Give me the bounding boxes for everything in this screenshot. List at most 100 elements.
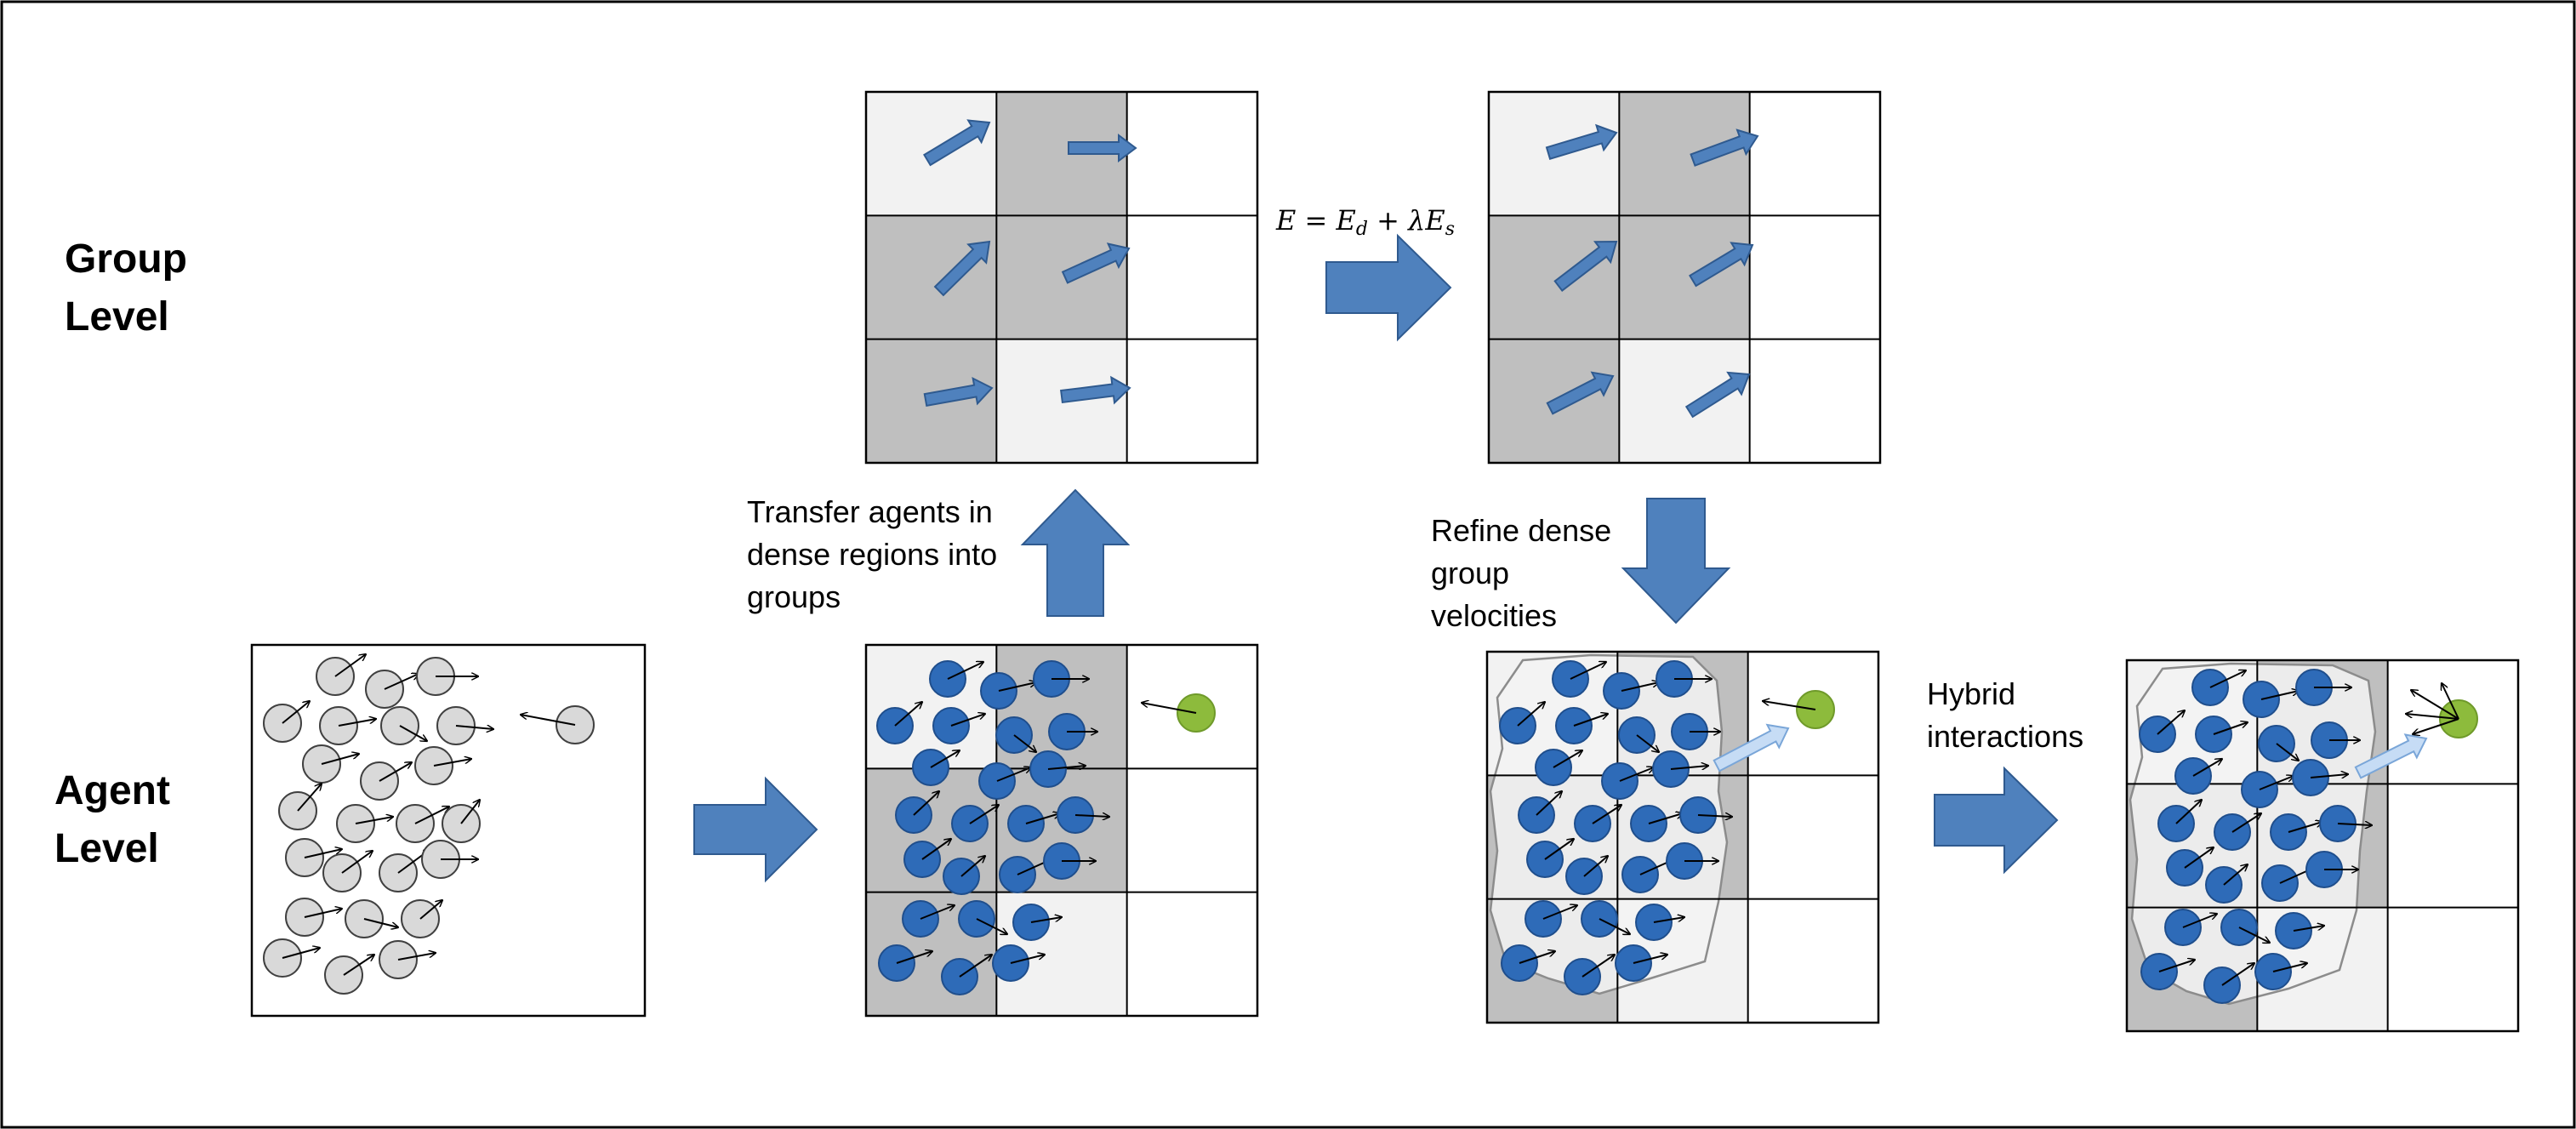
- agent-blue: [978, 762, 1031, 800]
- agent-gray: [365, 670, 419, 709]
- velocity-arrow-icon: [2182, 914, 2217, 928]
- agent-blue: [1535, 749, 1582, 786]
- agent-blue: [2270, 813, 2322, 851]
- velocity-arrow-icon: [1013, 734, 1036, 752]
- agent-blue: [1518, 791, 1562, 834]
- agent-green: [2406, 683, 2478, 738]
- velocity-arrow-icon: [297, 784, 322, 812]
- agent-gray: [401, 900, 442, 938]
- agent-blue: [2295, 669, 2351, 706]
- group-grid-before-cell: [1126, 92, 1257, 216]
- velocity-arrow-icon: [2337, 824, 2372, 825]
- group-grid-after-cell: [1749, 92, 1880, 216]
- velocity-arrow-icon: [1030, 917, 1062, 923]
- velocity-arrow-icon: [1689, 242, 1754, 288]
- group-velocity-arrows-layer: [923, 119, 2428, 779]
- velocity-arrow-icon: [419, 900, 442, 920]
- agent-level-label: Agent Level: [54, 768, 170, 871]
- agent-blue: [2174, 757, 2222, 795]
- agent-grid-assigned-border: [864, 643, 1259, 1018]
- agent-blue: [929, 660, 983, 698]
- velocity-arrow-icon: [1536, 791, 1562, 816]
- velocity-arrow-icon: [399, 725, 427, 741]
- interaction-arrow-icon: [2442, 683, 2459, 720]
- group-grid-after-cell: [1619, 92, 1750, 216]
- hybrid-caption: Hybrid interactions: [1927, 676, 2083, 754]
- velocity-arrow-icon: [1633, 955, 1667, 964]
- agent-grid-refined-border: [1485, 650, 1880, 1024]
- agent-green: [1763, 690, 1835, 729]
- velocity-arrow-icon: [2293, 926, 2324, 932]
- velocity-arrow-icon: [1636, 734, 1659, 752]
- velocity-arrow-icon: [1653, 917, 1684, 923]
- velocity-arrow-icon: [1061, 242, 1131, 284]
- agent-gray: [421, 840, 478, 879]
- velocity-arrow-icon: [334, 654, 366, 677]
- agent-gray: [360, 762, 412, 801]
- down-arrow-icon: [1621, 498, 1731, 624]
- agent-gray: [302, 744, 359, 784]
- right-arrow-icon: [1934, 766, 2059, 875]
- group-grid-before-cell: [866, 215, 997, 339]
- velocity-arrow-icon: [1068, 134, 1137, 163]
- agent-blue: [2292, 759, 2348, 796]
- velocity-arrow-icon: [930, 750, 960, 768]
- group-grid-before-border: [864, 90, 1259, 465]
- agent-gray: [380, 706, 427, 745]
- agent-blue: [1574, 805, 1621, 842]
- velocity-arrow-icon: [414, 807, 449, 824]
- agent-grid-refined-cell: [1747, 775, 1878, 899]
- agent-gray: [278, 784, 322, 830]
- velocity-arrow-icon: [2184, 847, 2214, 869]
- agent-blue: [1635, 904, 1684, 941]
- velocity-arrow-icon: [1621, 682, 1659, 692]
- velocity-arrow-icon: [1545, 123, 1618, 160]
- agent-blue: [2166, 847, 2214, 887]
- agent-gray: [521, 705, 595, 744]
- velocity-arrow-icon: [1582, 955, 1615, 978]
- agent-blue: [1499, 702, 1545, 744]
- agent-gray: [414, 746, 471, 785]
- agent-grid-hybrid-cell: [2387, 784, 2518, 908]
- velocity-arrow-icon: [2192, 759, 2222, 777]
- velocity-arrow-icon: [341, 851, 373, 874]
- velocity-arrow-icon: [1546, 371, 1615, 415]
- velocity-arrow-icon: [1583, 856, 1608, 877]
- agent-blue: [912, 749, 960, 786]
- agent-blue: [2220, 909, 2270, 946]
- velocity-arrow-icon: [894, 702, 922, 727]
- group-grid-after-lines: [1487, 90, 1882, 465]
- eq-equals: =: [1296, 204, 1336, 237]
- velocity-arrow-icon: [969, 805, 999, 824]
- velocity-arrow-icon: [1684, 371, 1751, 419]
- group-level-line-1: Group: [65, 237, 187, 282]
- velocity-arrow-icon: [1570, 662, 1606, 680]
- transfer-line-1: Transfer agents in: [747, 494, 993, 529]
- agent-blue: [932, 707, 985, 744]
- velocity-arrow-icon: [896, 951, 932, 964]
- velocity-arrow-icon: [1619, 767, 1654, 782]
- agent-blue: [1601, 762, 1654, 800]
- velocity-arrow-icon: [304, 909, 342, 918]
- agent-gray: [336, 804, 393, 843]
- agent-blue: [1526, 839, 1574, 878]
- velocity-arrow-icon: [959, 955, 992, 978]
- velocity-arrow-icon: [933, 240, 991, 297]
- velocity-arrow-icon: [1142, 703, 1197, 714]
- right-arrow-icon: [1325, 233, 1452, 342]
- velocity-arrow-icon: [1553, 240, 1618, 292]
- agent-blue: [2241, 771, 2294, 808]
- agent-blue: [1603, 672, 1659, 710]
- velocity-arrow-icon: [1074, 815, 1109, 817]
- group-grid-before-cell: [996, 215, 1127, 339]
- group-level-label: Group Level: [65, 237, 187, 339]
- agent-gray: [263, 938, 320, 978]
- agent-blue: [995, 716, 1036, 754]
- agent-blue: [1630, 805, 1683, 842]
- velocity-arrow-icon: [2276, 743, 2299, 761]
- agent-blue: [878, 944, 932, 982]
- agent-blue: [1671, 713, 1720, 750]
- velocity-arrow-icon: [363, 918, 398, 927]
- agent-blue: [895, 791, 939, 834]
